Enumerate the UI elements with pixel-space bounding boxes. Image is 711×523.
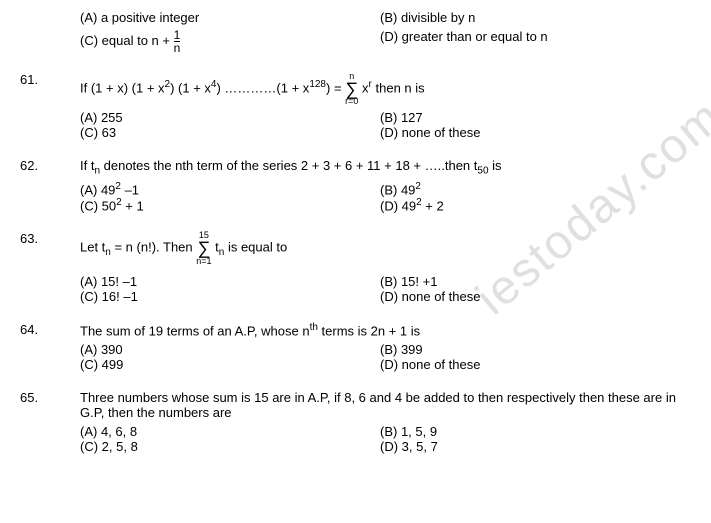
question-text: If (1 + x) (1 + x2) (1 + x4) …………(1 + x1… [80, 72, 691, 106]
partial-options-row2: (C) equal to n + 1 n (D) greater than or… [80, 29, 691, 54]
question-text: If tn denotes the nth term of the series… [80, 158, 691, 177]
question-text: Three numbers whose sum is 15 are in A.P… [80, 390, 691, 420]
option-b: (B) 127 [380, 110, 691, 125]
option-b: (B) 399 [380, 342, 691, 357]
option-b: (B) 15! +1 [380, 274, 691, 289]
option-c: (C) 502 + 1 [80, 197, 380, 213]
options-row: (A) 4, 6, 8 (B) 1, 5, 9 [80, 424, 691, 439]
fraction-num: 1 [174, 29, 181, 41]
question-number: 63. [20, 231, 80, 303]
option-b: (B) 1, 5, 9 [380, 424, 691, 439]
question-number: 62. [20, 158, 80, 213]
option-d: (D) greater than or equal to n [380, 29, 691, 54]
question-body: Let tn = n (n!). Then 15∑n=1 tn is equal… [80, 231, 691, 303]
option-a: (A) 492 –1 [80, 181, 380, 197]
options-row: (A) 492 –1 (B) 492 [80, 181, 691, 197]
question-number: 65. [20, 390, 80, 454]
content: (A) a positive integer (B) divisible by … [20, 10, 691, 454]
options-row: (A) 15! –1 (B) 15! +1 [80, 274, 691, 289]
option-d: (D) 492 + 2 [380, 197, 691, 213]
sigma: 15∑n=1 [196, 231, 211, 265]
partial-options-row1: (A) a positive integer (B) divisible by … [80, 10, 691, 25]
option-d: (D) none of these [380, 125, 691, 140]
option-a: (A) 255 [80, 110, 380, 125]
fraction-den: n [174, 41, 181, 54]
options-row: (C) 16! –1 (D) none of these [80, 289, 691, 304]
question-body: If (1 + x) (1 + x2) (1 + x4) …………(1 + x1… [80, 72, 691, 140]
options-row: (C) 499 (D) none of these [80, 357, 691, 372]
options-row: (A) 390 (B) 399 [80, 342, 691, 357]
option-a: (A) 4, 6, 8 [80, 424, 380, 439]
question-number: 64. [20, 322, 80, 372]
question-number: 61. [20, 72, 80, 140]
option-c: (C) 499 [80, 357, 380, 372]
question-body: If tn denotes the nth term of the series… [80, 158, 691, 213]
question-64: 64. The sum of 19 terms of an A.P, whose… [20, 322, 691, 372]
option-a: (A) 15! –1 [80, 274, 380, 289]
sigma: n∑r=0 [345, 72, 358, 106]
options-row: (A) 255 (B) 127 [80, 110, 691, 125]
option-a: (A) a positive integer [80, 10, 380, 25]
option-b: (B) divisible by n [380, 10, 691, 25]
options-row: (C) 63 (D) none of these [80, 125, 691, 140]
question-65: 65. Three numbers whose sum is 15 are in… [20, 390, 691, 454]
option-d: (D) 3, 5, 7 [380, 439, 691, 454]
question-61: 61. If (1 + x) (1 + x2) (1 + x4) …………(1 … [20, 72, 691, 140]
question-63: 63. Let tn = n (n!). Then 15∑n=1 tn is e… [20, 231, 691, 303]
option-c: (C) 63 [80, 125, 380, 140]
options-row: (C) 2, 5, 8 (D) 3, 5, 7 [80, 439, 691, 454]
options-row: (C) 502 + 1 (D) 492 + 2 [80, 197, 691, 213]
question-text: Let tn = n (n!). Then 15∑n=1 tn is equal… [80, 231, 691, 265]
question-body: The sum of 19 terms of an A.P, whose nth… [80, 322, 691, 372]
option-c: (C) equal to n + 1 n [80, 29, 380, 54]
question-62: 62. If tn denotes the nth term of the se… [20, 158, 691, 213]
option-d: (D) none of these [380, 289, 691, 304]
option-a: (A) 390 [80, 342, 380, 357]
option-b: (B) 492 [380, 181, 691, 197]
fraction: 1 n [174, 29, 181, 54]
option-d: (D) none of these [380, 357, 691, 372]
option-c: (C) 16! –1 [80, 289, 380, 304]
question-text: The sum of 19 terms of an A.P, whose nth… [80, 322, 691, 338]
option-c-prefix: (C) equal to n + [80, 33, 174, 48]
option-c: (C) 2, 5, 8 [80, 439, 380, 454]
question-body: Three numbers whose sum is 15 are in A.P… [80, 390, 691, 454]
